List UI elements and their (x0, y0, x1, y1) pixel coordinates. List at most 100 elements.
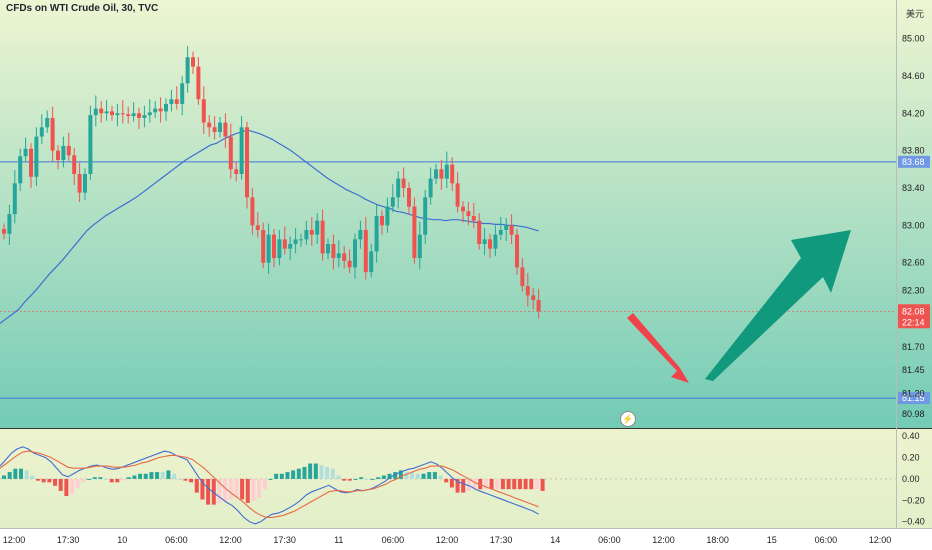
candle-body (299, 239, 303, 241)
histogram-bar (376, 477, 381, 479)
macd-indicator (0, 446, 896, 525)
candle-body (29, 148, 33, 177)
candle-body (266, 234, 271, 263)
candle-body (520, 267, 525, 287)
candle-body (201, 99, 206, 123)
histogram-bar (364, 478, 369, 480)
histogram-bar (115, 478, 120, 483)
time-tick-label: 12:00 (652, 535, 675, 545)
histogram-bar (24, 470, 29, 479)
histogram-bar (183, 478, 188, 481)
price-tick-label: 83.00 (902, 220, 925, 230)
histogram-bar (274, 473, 279, 479)
histogram-bar (478, 478, 483, 490)
price-tick-label: 84.60 (902, 71, 925, 81)
candle-body (131, 113, 136, 117)
histogram-bar (41, 478, 46, 483)
time-tick-label: 17:30 (57, 535, 80, 545)
candle-body (239, 127, 244, 174)
candle-body (77, 173, 82, 193)
time-tick-label: 11 (334, 535, 343, 545)
candle-body (218, 122, 222, 132)
candle-body (320, 220, 325, 254)
candle-body (444, 164, 449, 179)
histogram-bar (189, 478, 194, 483)
candle-body (396, 178, 401, 198)
histogram-bar (155, 472, 160, 479)
histogram-bar (64, 478, 69, 497)
histogram-bar (200, 478, 205, 500)
time-tick-label: 06:00 (382, 535, 405, 545)
histogram-bar (206, 478, 211, 505)
price-tick-label: 83.40 (902, 183, 925, 193)
histogram-bar (387, 473, 392, 479)
indicator-tick-label: 0.20 (902, 453, 920, 463)
candle-body (342, 253, 347, 261)
candle-body (417, 234, 422, 259)
histogram-bar (347, 478, 352, 481)
histogram-bar (70, 478, 75, 495)
horizontal-line-tag (898, 155, 930, 168)
candle-body (477, 220, 482, 245)
histogram-bar (517, 478, 522, 490)
time-axis-area (0, 528, 932, 550)
candle-body (493, 234, 498, 249)
candle-body (282, 239, 287, 249)
candle-body (428, 178, 433, 198)
histogram-bar (251, 478, 256, 502)
candle-body (531, 295, 536, 301)
histogram-bar (75, 478, 80, 488)
histogram-bar (455, 478, 460, 493)
lightning-icon[interactable]: ⚡ (620, 411, 636, 427)
candle-body (110, 111, 114, 116)
last-price-tag (898, 304, 930, 329)
histogram-bar (47, 478, 52, 483)
histogram-bar (336, 475, 341, 479)
histogram-bar (461, 478, 466, 493)
histogram-bar (489, 478, 494, 490)
histogram-bar (308, 463, 313, 479)
histogram-bar (262, 478, 267, 490)
candle-body (126, 114, 131, 117)
candle-body (137, 113, 141, 118)
candle-body (390, 197, 395, 207)
histogram-bar (444, 478, 449, 483)
time-tick-label: 17:30 (273, 535, 296, 545)
time-tick-label: 06:00 (165, 535, 188, 545)
candle-body (326, 244, 330, 254)
price-axis: 85.00 84.60 84.20 83.80 83.40 83.00 82.60 82.30… (902, 34, 925, 419)
histogram-bar (432, 472, 437, 479)
histogram-bar (98, 477, 103, 479)
candle-body (88, 115, 93, 174)
candle-body (174, 99, 179, 104)
candle-body (245, 127, 249, 198)
histogram-bar (381, 475, 386, 479)
histogram-bar (268, 478, 273, 480)
time-tick-label: 06:00 (598, 535, 621, 545)
candle-body (93, 108, 98, 116)
candle-body (191, 57, 195, 67)
histogram-bar (104, 478, 109, 480)
histogram-bar (342, 478, 347, 481)
candle-body (385, 206, 390, 226)
chart-title: CFDs on WTI Crude Oil, 30, TVC (6, 3, 159, 14)
candle-body (309, 230, 314, 235)
candle-body (466, 211, 471, 216)
candle-body (255, 225, 260, 231)
candle-body (23, 148, 28, 157)
candle-body (39, 127, 44, 137)
main-pane (0, 0, 932, 428)
moving-average-line (0, 129, 539, 324)
time-tick-label: 06:00 (815, 535, 838, 545)
histogram-bar (19, 468, 24, 479)
histogram-bar (410, 472, 415, 479)
histogram-bar (466, 478, 471, 491)
candle-body (358, 230, 363, 240)
candle-body (380, 216, 384, 226)
candle-body (277, 239, 282, 259)
candle-body (180, 83, 185, 104)
candle-body (56, 150, 60, 160)
histogram-bar (296, 468, 301, 479)
candle-body (353, 239, 357, 268)
